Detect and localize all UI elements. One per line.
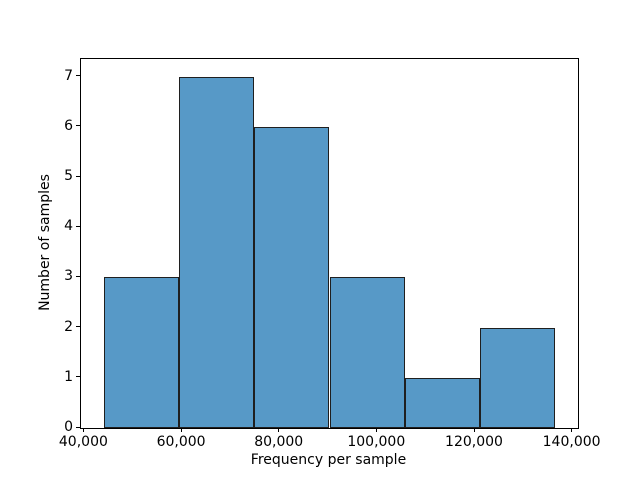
histogram-bar-1 [179,76,255,428]
y-tick-mark-4 [76,225,80,227]
y-tick-label-0: 0 [64,419,73,435]
x-tick-label-1: 60,000 [156,434,206,450]
x-tick-label-3: 100,000 [347,434,406,450]
histogram-bar-2 [254,126,330,428]
y-tick-mark-0 [76,426,80,428]
y-tick-label-2: 2 [64,318,73,335]
histogram-bar-4 [404,377,480,428]
histogram-bars [81,59,578,428]
histogram-bar-5 [479,327,556,428]
x-tick-mark-3 [375,428,377,432]
y-tick-mark-7 [76,75,80,77]
x-tick-mark-0 [82,428,84,432]
y-axis-label: Number of samples [37,174,53,311]
y-tick-mark-3 [76,275,80,277]
y-tick-label-3: 3 [64,268,73,285]
x-tick-mark-4 [473,428,475,432]
plot-area [80,58,579,429]
y-tick-label-1: 1 [64,368,73,385]
x-axis-label: Frequency per sample [250,452,407,468]
y-tick-mark-2 [76,326,80,328]
histogram-bar-3 [329,277,405,428]
x-tick-mark-5 [571,428,573,432]
y-tick-label-7: 7 [64,67,73,84]
histogram-bar-0 [103,277,180,428]
y-tick-mark-6 [76,125,80,127]
x-tick-label-2: 80,000 [254,434,304,450]
x-tick-mark-2 [278,428,280,432]
y-tick-mark-5 [76,175,80,177]
x-tick-label-4: 120,000 [445,434,503,450]
y-tick-label-4: 4 [64,218,73,235]
y-tick-label-6: 6 [64,117,73,134]
x-tick-label-5: 140,000 [542,434,601,450]
y-tick-label-5: 5 [64,168,73,184]
y-tick-mark-1 [76,376,80,378]
x-tick-mark-1 [180,428,182,432]
x-tick-label-0: 40,000 [58,434,108,450]
